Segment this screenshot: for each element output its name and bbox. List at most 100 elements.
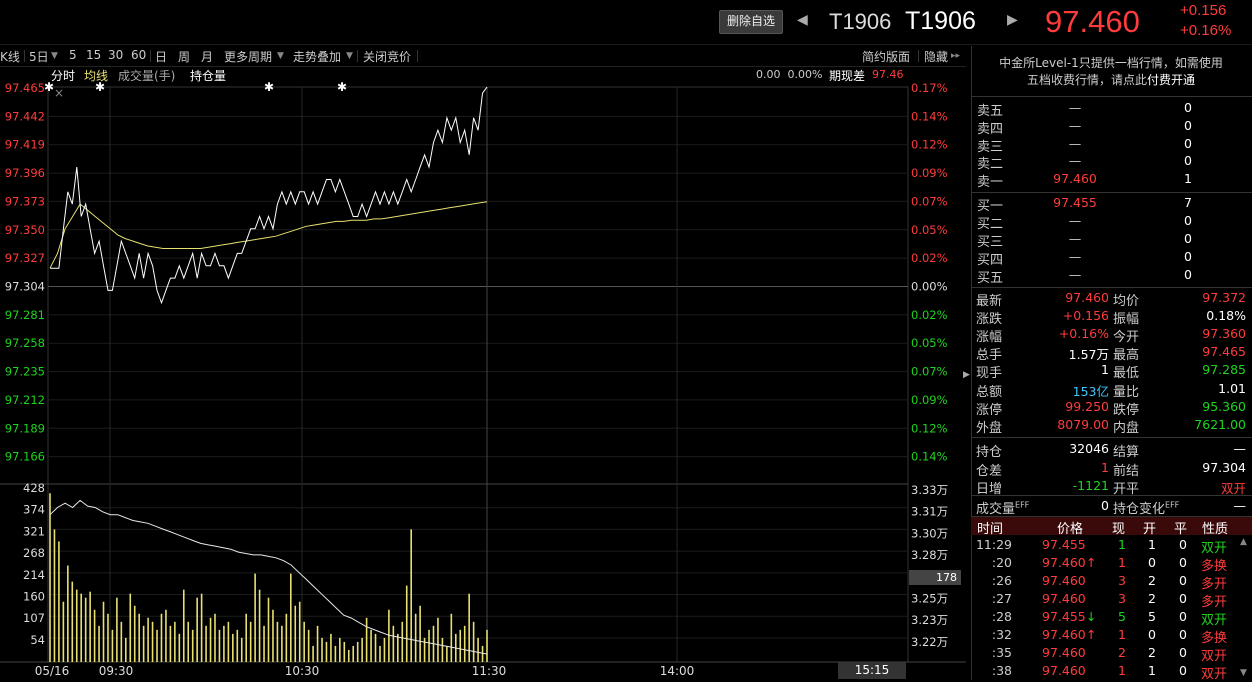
chevron-down-icon[interactable]: ▼ [346, 51, 353, 61]
period-5-tab[interactable]: 5 [69, 48, 77, 62]
time-tick-label: 14:00 [660, 664, 695, 678]
trade-time: :26 [991, 573, 1012, 588]
overlay-menu[interactable]: 走势叠加 [293, 50, 342, 64]
stat-value: +0.16% [1058, 326, 1109, 342]
trade-open-qty: 0 [1148, 627, 1156, 642]
stat-value: 97.460 [1065, 290, 1109, 305]
oi-stat-label: 结算 [1113, 445, 1140, 460]
price-tick-label: 97.166 [5, 450, 45, 464]
stat-value: 95.360 [1202, 398, 1246, 414]
period-60-tab[interactable]: 60 [131, 48, 147, 62]
ask-price: — [1068, 117, 1082, 133]
star-marker-icon: ✱ [95, 80, 106, 94]
chevron-down-icon[interactable]: ▼ [277, 51, 284, 61]
trade-close-qty: 0 [1179, 555, 1187, 570]
period-30-tab[interactable]: 30 [108, 48, 124, 62]
ask-price: — [1068, 153, 1082, 169]
price-tick-label: 97.419 [5, 138, 45, 152]
ask-volume: 0 [1184, 100, 1192, 115]
pct-tick-label: 0.07% [911, 194, 948, 208]
notice-line-2: 五档收费行情，请点此 [1026, 73, 1147, 87]
stat-value: 97.285 [1202, 362, 1246, 378]
stat-label: 涨停 [976, 402, 1003, 418]
period-15-tab[interactable]: 15 [86, 48, 102, 62]
scroll-down-icon[interactable]: ▼ [1240, 668, 1247, 678]
stat-value: 8079.00 [1057, 416, 1109, 432]
bid-level-label: 买二 [977, 217, 1004, 232]
oi-tick-label: 3.25万 [911, 592, 948, 606]
bid-volume: 0 [1184, 231, 1192, 246]
price-tick-label: 97.350 [5, 223, 45, 237]
tab-timeshare[interactable]: 分时 [51, 69, 76, 83]
trade-open-qty: 1 [1148, 663, 1156, 678]
trade-open-qty: 2 [1148, 591, 1156, 606]
chart-grid [0, 86, 966, 663]
simple-layout-button[interactable]: 简约版面 [862, 50, 911, 64]
chart-toolbar: K线 5日 ▼ 5 15 30 60 日 周 月 更多周期 ▼ 走势叠加 ▼ 关… [0, 46, 966, 67]
trade-price: 97.460 [1042, 591, 1086, 606]
volume-tick-label: 214 [23, 568, 45, 582]
price-tick-label: 97.373 [5, 194, 45, 208]
tab-open-interest[interactable]: 持仓量 [190, 69, 227, 83]
time-tick-label: 11:30 [472, 664, 507, 678]
trade-row: :20 97.460 ↑ 1 0 0 多换 [972, 555, 1242, 574]
volume-tick-label: 268 [23, 546, 45, 560]
basis-label: 期现差 [829, 69, 866, 83]
chevron-down-icon[interactable]: ▼ [51, 51, 58, 61]
remove-watchlist-button[interactable]: 删除自选 [719, 10, 783, 34]
eff-volume-label: 成交量EFF [976, 500, 1030, 517]
hide-button[interactable]: 隐藏 [924, 50, 949, 64]
volume-tick-label: 160 [23, 590, 45, 604]
price-change-pct: +0.16% [1180, 22, 1232, 39]
oi-stat-value: 1 [1101, 459, 1109, 475]
stat-label: 最高 [1113, 348, 1140, 364]
stat-label: 振幅 [1113, 312, 1140, 328]
intraday-chart[interactable]: 97.465 97.442 97.419 97.396 97.373 97.350 97.3… [0, 66, 966, 680]
level1-notice: 中金所Level-1只提供一档行情，如需使用 五档收费行情，请点此付费开通 [976, 55, 1246, 89]
trade-column-header: 平 [1174, 522, 1188, 537]
expand-panel-icon[interactable]: ▶ [963, 370, 970, 380]
weekly-tab[interactable]: 周 [178, 50, 191, 64]
oi-stat-label: 日增 [976, 482, 1003, 497]
trade-price: 97.460 [1042, 555, 1086, 570]
stat-value: 99.250 [1065, 398, 1109, 414]
pct-tick-label: 0.09% [911, 393, 948, 407]
volume-cursor-label: 178 [909, 570, 961, 585]
stat-value: 97.360 [1202, 326, 1246, 342]
prev-contract-icon[interactable]: ◀ [797, 12, 808, 28]
bid-level-label: 买四 [977, 253, 1004, 268]
stat-label: 总额 [976, 384, 1003, 400]
stat-label: 跌停 [1113, 402, 1140, 418]
close-icon[interactable]: × [54, 86, 65, 100]
5day-tab[interactable]: 5日 [29, 50, 49, 64]
kline-tab[interactable]: K线 [0, 50, 20, 64]
trade-close-qty: 0 [1179, 609, 1187, 624]
price-tick-label: 97.442 [5, 109, 45, 123]
more-periods-menu[interactable]: 更多周期 [224, 50, 273, 64]
double-chevron-right-icon[interactable]: ▸▸ [951, 51, 961, 61]
oi-tick-label: 3.28万 [911, 548, 948, 562]
oi-stat-value: -1121 [1072, 478, 1109, 493]
ask-level-label: 卖四 [977, 121, 1004, 137]
monthly-tab[interactable]: 月 [201, 50, 214, 64]
close-auction-toggle[interactable]: 关闭竞价 [363, 50, 412, 64]
time-tick-label: 09:30 [99, 664, 134, 678]
scroll-up-icon[interactable]: ▲ [1240, 537, 1247, 547]
daily-tab[interactable]: 日 [155, 50, 168, 64]
eff-sup: EFF [1015, 500, 1030, 510]
next-contract-icon[interactable]: ▶ [1007, 12, 1018, 28]
trade-price: 97.455 [1042, 537, 1086, 552]
stat-value: 1.57万 [1068, 347, 1109, 363]
oi-tick-label: 3.23万 [911, 613, 948, 627]
tab-volume[interactable]: 成交量(手) [118, 69, 176, 83]
trade-now-qty: 1 [1118, 627, 1126, 642]
trade-open-qty: 5 [1148, 609, 1156, 624]
ask-price: — [1068, 135, 1082, 151]
notice-line-1: 中金所Level-1只提供一档行情，如需使用 [999, 56, 1223, 70]
oi-tick-label: 3.31万 [911, 505, 948, 519]
bid-price: — [1068, 249, 1082, 264]
trade-nature: 双开 [1201, 667, 1228, 682]
paid-upgrade-link[interactable]: 付费开通 [1147, 73, 1196, 87]
trade-row: :32 97.460 ↑ 1 0 0 多换 [972, 627, 1242, 646]
tab-average[interactable]: 均线 [84, 69, 109, 83]
